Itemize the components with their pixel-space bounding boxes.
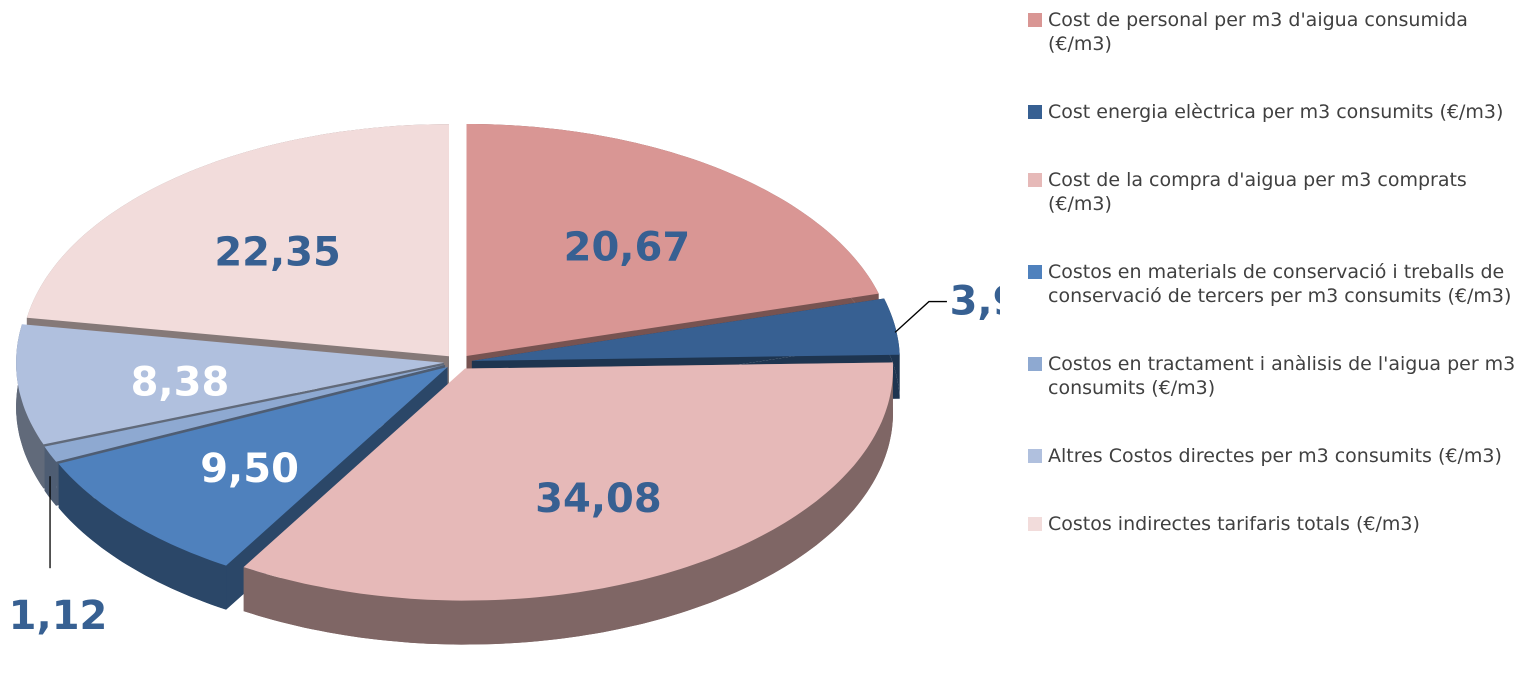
data-label: 1,12	[9, 593, 108, 639]
legend-item: Costos en tractament i anàlisis de l'aig…	[1028, 352, 1533, 400]
data-label: 9,50	[200, 446, 299, 492]
slice	[58, 367, 448, 566]
data-label: 20,67	[564, 224, 691, 270]
slice-side	[58, 463, 227, 610]
legend-label: Cost energia elèctrica per m3 consumits …	[1048, 101, 1504, 123]
legend-label: Costos indirectes tarifaris totals (€/m3…	[1048, 513, 1420, 535]
legend: Cost de personal per m3 d'aigua consumid…	[1028, 8, 1533, 580]
legend-label: Altres Costos directes per m3 consumits …	[1048, 445, 1502, 467]
legend-swatch	[1028, 173, 1042, 187]
legend-swatch	[1028, 105, 1042, 119]
legend-item: Costos en materials de conservació i tre…	[1028, 260, 1533, 308]
data-label: 8,38	[131, 360, 230, 406]
slice-side	[243, 362, 894, 645]
data-label: 3,91	[950, 279, 1000, 325]
slice	[466, 124, 879, 356]
slice	[44, 364, 446, 462]
legend-swatch	[1028, 517, 1042, 531]
slice	[243, 362, 894, 601]
leader-line	[894, 300, 947, 333]
slice	[471, 298, 900, 361]
legend-item: Cost energia elèctrica per m3 consumits …	[1028, 100, 1533, 124]
legend-swatch	[1028, 357, 1042, 371]
slice-side	[16, 324, 44, 489]
legend-swatch	[1028, 13, 1042, 27]
legend-label: Costos en materials de conservació i tre…	[1048, 261, 1512, 307]
legend-swatch	[1028, 265, 1042, 279]
legend-label: Cost de la compra d'aigua per m3 comprat…	[1048, 169, 1467, 215]
slice	[16, 324, 445, 445]
legend-label: Costos en tractament i anàlisis de l'aig…	[1048, 353, 1516, 399]
legend-swatch	[1028, 449, 1042, 463]
legend-item: Cost de la compra d'aigua per m3 comprat…	[1028, 168, 1533, 216]
legend-label: Cost de personal per m3 d'aigua consumid…	[1048, 9, 1468, 55]
slice	[26, 124, 450, 357]
data-label: 22,35	[214, 229, 341, 275]
data-label: 34,08	[535, 476, 662, 522]
legend-item: Costos indirectes tarifaris totals (€/m3…	[1028, 512, 1533, 536]
slice-side	[44, 446, 57, 506]
chart: 20,67 3,91 34,08 9,50 1,12 8,38 22,35	[9, 124, 1000, 645]
legend-item: Cost de personal per m3 d'aigua consumid…	[1028, 8, 1533, 56]
legend-item: Altres Costos directes per m3 consumits …	[1028, 444, 1533, 468]
